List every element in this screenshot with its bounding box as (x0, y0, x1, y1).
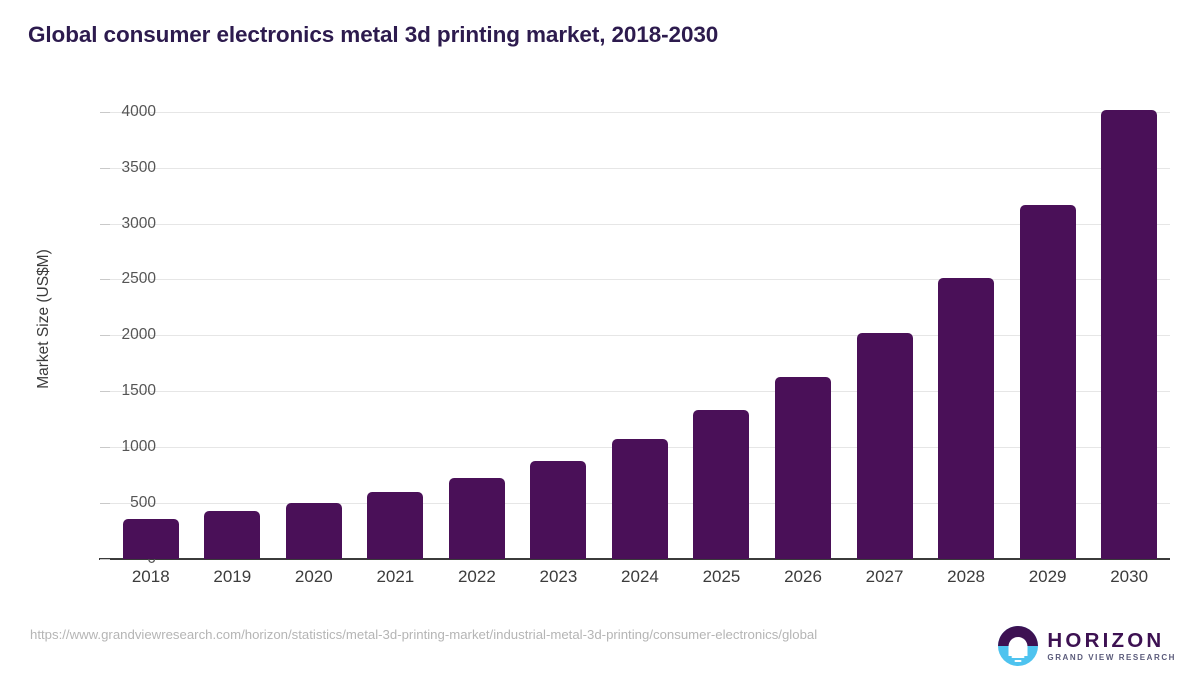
y-tick-mark (100, 279, 110, 281)
bar-slot (192, 112, 274, 559)
x-tick-label-2023: 2023 (539, 567, 578, 586)
bar-2024[interactable] (611, 438, 668, 559)
bar-slot (681, 112, 763, 559)
logo-ray-3 (1014, 660, 1022, 663)
bar-2020[interactable] (285, 503, 342, 559)
gridline (110, 112, 1170, 113)
x-tick-label-2025: 2025 (702, 567, 741, 586)
bar-slot (599, 112, 681, 559)
bar-2029[interactable] (1019, 204, 1076, 559)
x-axis-labels: 2018 2019 2020 2021 2022 2023 2024 2025 2026 2027… (110, 567, 1170, 587)
y-tick-label: 1000 (121, 437, 156, 455)
bar-slot (355, 112, 437, 559)
bar-slot (925, 112, 1007, 559)
x-axis-line (99, 557, 1170, 560)
logo-ray-1 (1008, 652, 1028, 655)
page-title: Global consumer electronics metal 3d pri… (28, 22, 719, 47)
y-tick-mark (100, 558, 110, 560)
bar-slot (762, 112, 844, 559)
logo-dome-shape (1008, 637, 1028, 657)
gridline (110, 391, 1170, 393)
bar-slot (1088, 109, 1170, 559)
bar-series (110, 109, 1170, 559)
x-tick-label-2022: 2022 (457, 567, 496, 586)
bar-2025[interactable] (693, 410, 750, 559)
y-tick-label: 2500 (121, 270, 156, 288)
y-tick-label: 3500 (121, 158, 156, 176)
horizon-sun-circle-icon (998, 626, 1039, 666)
gridline (110, 279, 1170, 281)
bar-chart: Market Size (US$M) 050010001500200025003… (0, 88, 1200, 598)
x-tick-label-2020: 2020 (294, 567, 333, 586)
y-tick-mark (100, 223, 110, 225)
y-tick-mark (100, 391, 110, 393)
bar-slot (436, 112, 518, 559)
gridline (110, 167, 1170, 169)
bar-slot (110, 112, 192, 559)
bar-2030[interactable] (1101, 109, 1158, 559)
x-tick-label-2030: 2030 (1110, 567, 1149, 586)
source-url[interactable]: https://www.grandviewresearch.com/horizo… (30, 627, 818, 642)
x-tick-label-2019: 2019 (213, 567, 252, 586)
bar-2022[interactable] (448, 477, 505, 559)
x-tick-label-2026: 2026 (784, 567, 822, 586)
gridline (110, 335, 1170, 337)
x-tick-label-2021: 2021 (376, 567, 415, 586)
bar-2026[interactable] (775, 377, 832, 559)
x-tick-label-2018: 2018 (131, 567, 170, 586)
bar-2021[interactable] (367, 491, 424, 559)
plot-area: 05001000150020002500300035004000 (99, 103, 1170, 567)
y-tick-mark (100, 112, 110, 113)
horizon-logo: HORIZON GRAND VIEW RESEARCH (998, 626, 1176, 666)
y-tick-mark (100, 335, 110, 337)
logo-ray-2 (1011, 656, 1025, 659)
y-axis-title: Market Size (US$M) (35, 249, 52, 389)
chart-footer: https://www.grandviewresearch.com/horizo… (0, 620, 1200, 675)
bar-slot (844, 112, 926, 559)
bar-2027[interactable] (856, 333, 913, 559)
logo-brand-tagline: GRAND VIEW RESEARCH (1047, 652, 1176, 662)
y-tick-mark (100, 167, 110, 169)
y-tick-label: 3000 (121, 214, 156, 232)
y-tick-label: 500 (130, 493, 156, 511)
x-tick-label-2028: 2028 (947, 567, 985, 586)
x-tick-label-2027: 2027 (865, 567, 904, 586)
bar-2018[interactable] (122, 519, 179, 559)
logo-brand-name: HORIZON (1047, 628, 1165, 652)
y-tick-mark (100, 502, 110, 504)
y-tick-mark (100, 446, 110, 448)
logo-text: HORIZON GRAND VIEW RESEARCH (1047, 628, 1176, 663)
logo-top-half (998, 626, 1039, 646)
y-tick-label: 4000 (121, 103, 156, 120)
bar-2019[interactable] (204, 511, 261, 559)
gridline (110, 223, 1170, 225)
x-tick-label-2029: 2029 (1028, 567, 1067, 586)
y-tick-label: 1500 (121, 382, 156, 400)
bar-slot (518, 112, 600, 559)
bar-slot (1007, 112, 1089, 559)
bar-2028[interactable] (938, 277, 995, 559)
x-tick-label-2024: 2024 (621, 567, 659, 586)
y-tick-label: 2000 (121, 326, 156, 344)
bar-2023[interactable] (530, 460, 587, 559)
bar-slot (273, 112, 355, 559)
